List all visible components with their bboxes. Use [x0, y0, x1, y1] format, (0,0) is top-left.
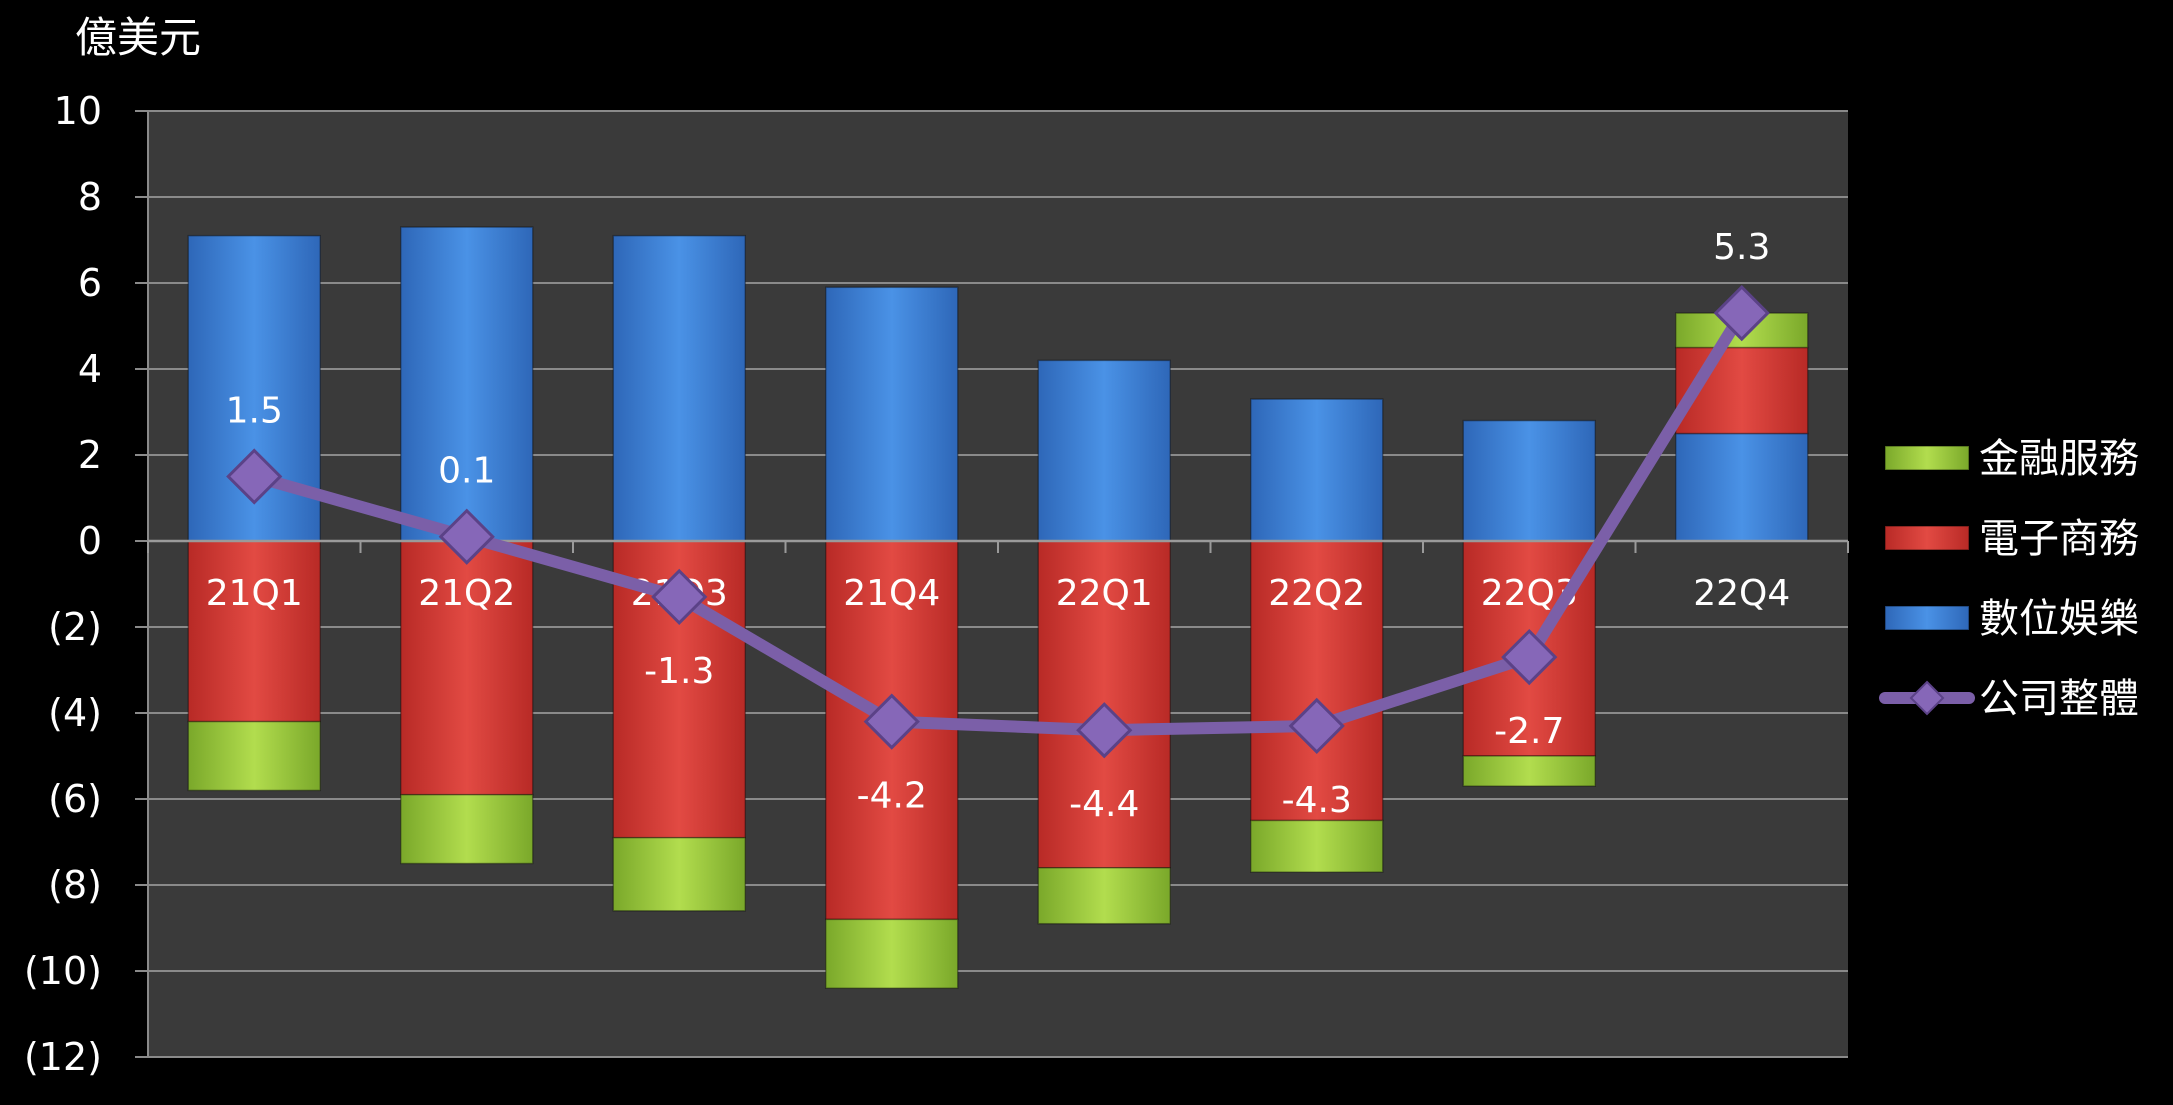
bar-數位娛樂: [1250, 398, 1384, 542]
y-tick-label: 4: [78, 347, 102, 391]
line-point-marker: [651, 568, 708, 626]
line-point-marker: [863, 693, 920, 750]
y-tick-label: 0: [78, 519, 102, 563]
legend-swatch: [1884, 525, 1970, 551]
line-point-marker: [1501, 628, 1558, 686]
bar-金融服務: [400, 793, 534, 865]
y-tick-label: (8): [48, 863, 102, 907]
data-label: -2.7: [1494, 711, 1564, 752]
category-label: 22Q2: [1268, 573, 1365, 614]
bar-金融服務: [825, 918, 959, 989]
y-tick-label: 8: [78, 175, 102, 219]
data-label: -1.3: [644, 651, 714, 692]
y-tick-label: 2: [78, 433, 102, 477]
legend-label: 數位娛樂: [1979, 596, 2139, 642]
category-label: 22Q1: [1056, 573, 1153, 614]
line-point-marker: [438, 508, 495, 565]
data-label: -4.4: [1069, 784, 1139, 825]
plot-area: 1086420(2)(4)(6)(8)(10)(12)21Q121Q221Q32…: [24, 89, 1849, 1079]
bar-數位娛樂: [1675, 432, 1809, 542]
y-tick-label: (4): [48, 691, 102, 735]
data-label: 1.5: [226, 391, 283, 432]
bar-電子商務: [187, 540, 321, 723]
y-tick-label: (6): [48, 777, 102, 821]
data-label: -4.2: [857, 776, 927, 817]
line-point-marker: [1713, 284, 1770, 342]
bar-電子商務: [1250, 540, 1384, 822]
bar-數位娛樂: [825, 286, 959, 542]
bar-金融服務: [187, 720, 321, 792]
line-point-marker: [1288, 697, 1345, 755]
bar-數位娛樂: [612, 234, 746, 542]
bar-金融服務: [1250, 819, 1384, 873]
data-label: -4.3: [1282, 780, 1352, 821]
category-label: 21Q4: [843, 573, 940, 614]
legend-swatch: [1884, 605, 1970, 631]
line-point-marker: [226, 448, 283, 505]
line-point-marker: [1076, 702, 1133, 759]
bar-數位娛樂: [1037, 359, 1171, 542]
y-tick-label: 6: [78, 261, 102, 305]
bar-數位娛樂: [1462, 419, 1596, 542]
bar-數位娛樂: [400, 226, 534, 542]
y-tick-label: 10: [54, 89, 102, 133]
legend-label: 公司整體: [1979, 676, 2139, 722]
category-label: 22Q4: [1693, 573, 1790, 614]
line-公司整體: [248, 307, 1748, 737]
legend-label: 金融服務: [1979, 436, 2139, 482]
category-label: 21Q2: [418, 573, 515, 614]
data-label: 5.3: [1713, 227, 1770, 268]
bar-金融服務: [612, 836, 746, 912]
y-tick-label: (12): [24, 1035, 102, 1079]
bar-金融服務: [1037, 867, 1171, 925]
category-label: 21Q1: [206, 573, 303, 614]
legend-diamond-marker: [1909, 680, 1945, 716]
y-tick-label: (10): [24, 949, 102, 993]
y-tick-label: (2): [48, 605, 102, 649]
bar-金融服務: [1462, 755, 1596, 787]
y-unit-label: 億美元: [75, 13, 201, 62]
legend-swatch: [1884, 445, 1970, 471]
data-label: 0.1: [438, 451, 495, 492]
legend-label: 電子商務: [1979, 516, 2139, 562]
